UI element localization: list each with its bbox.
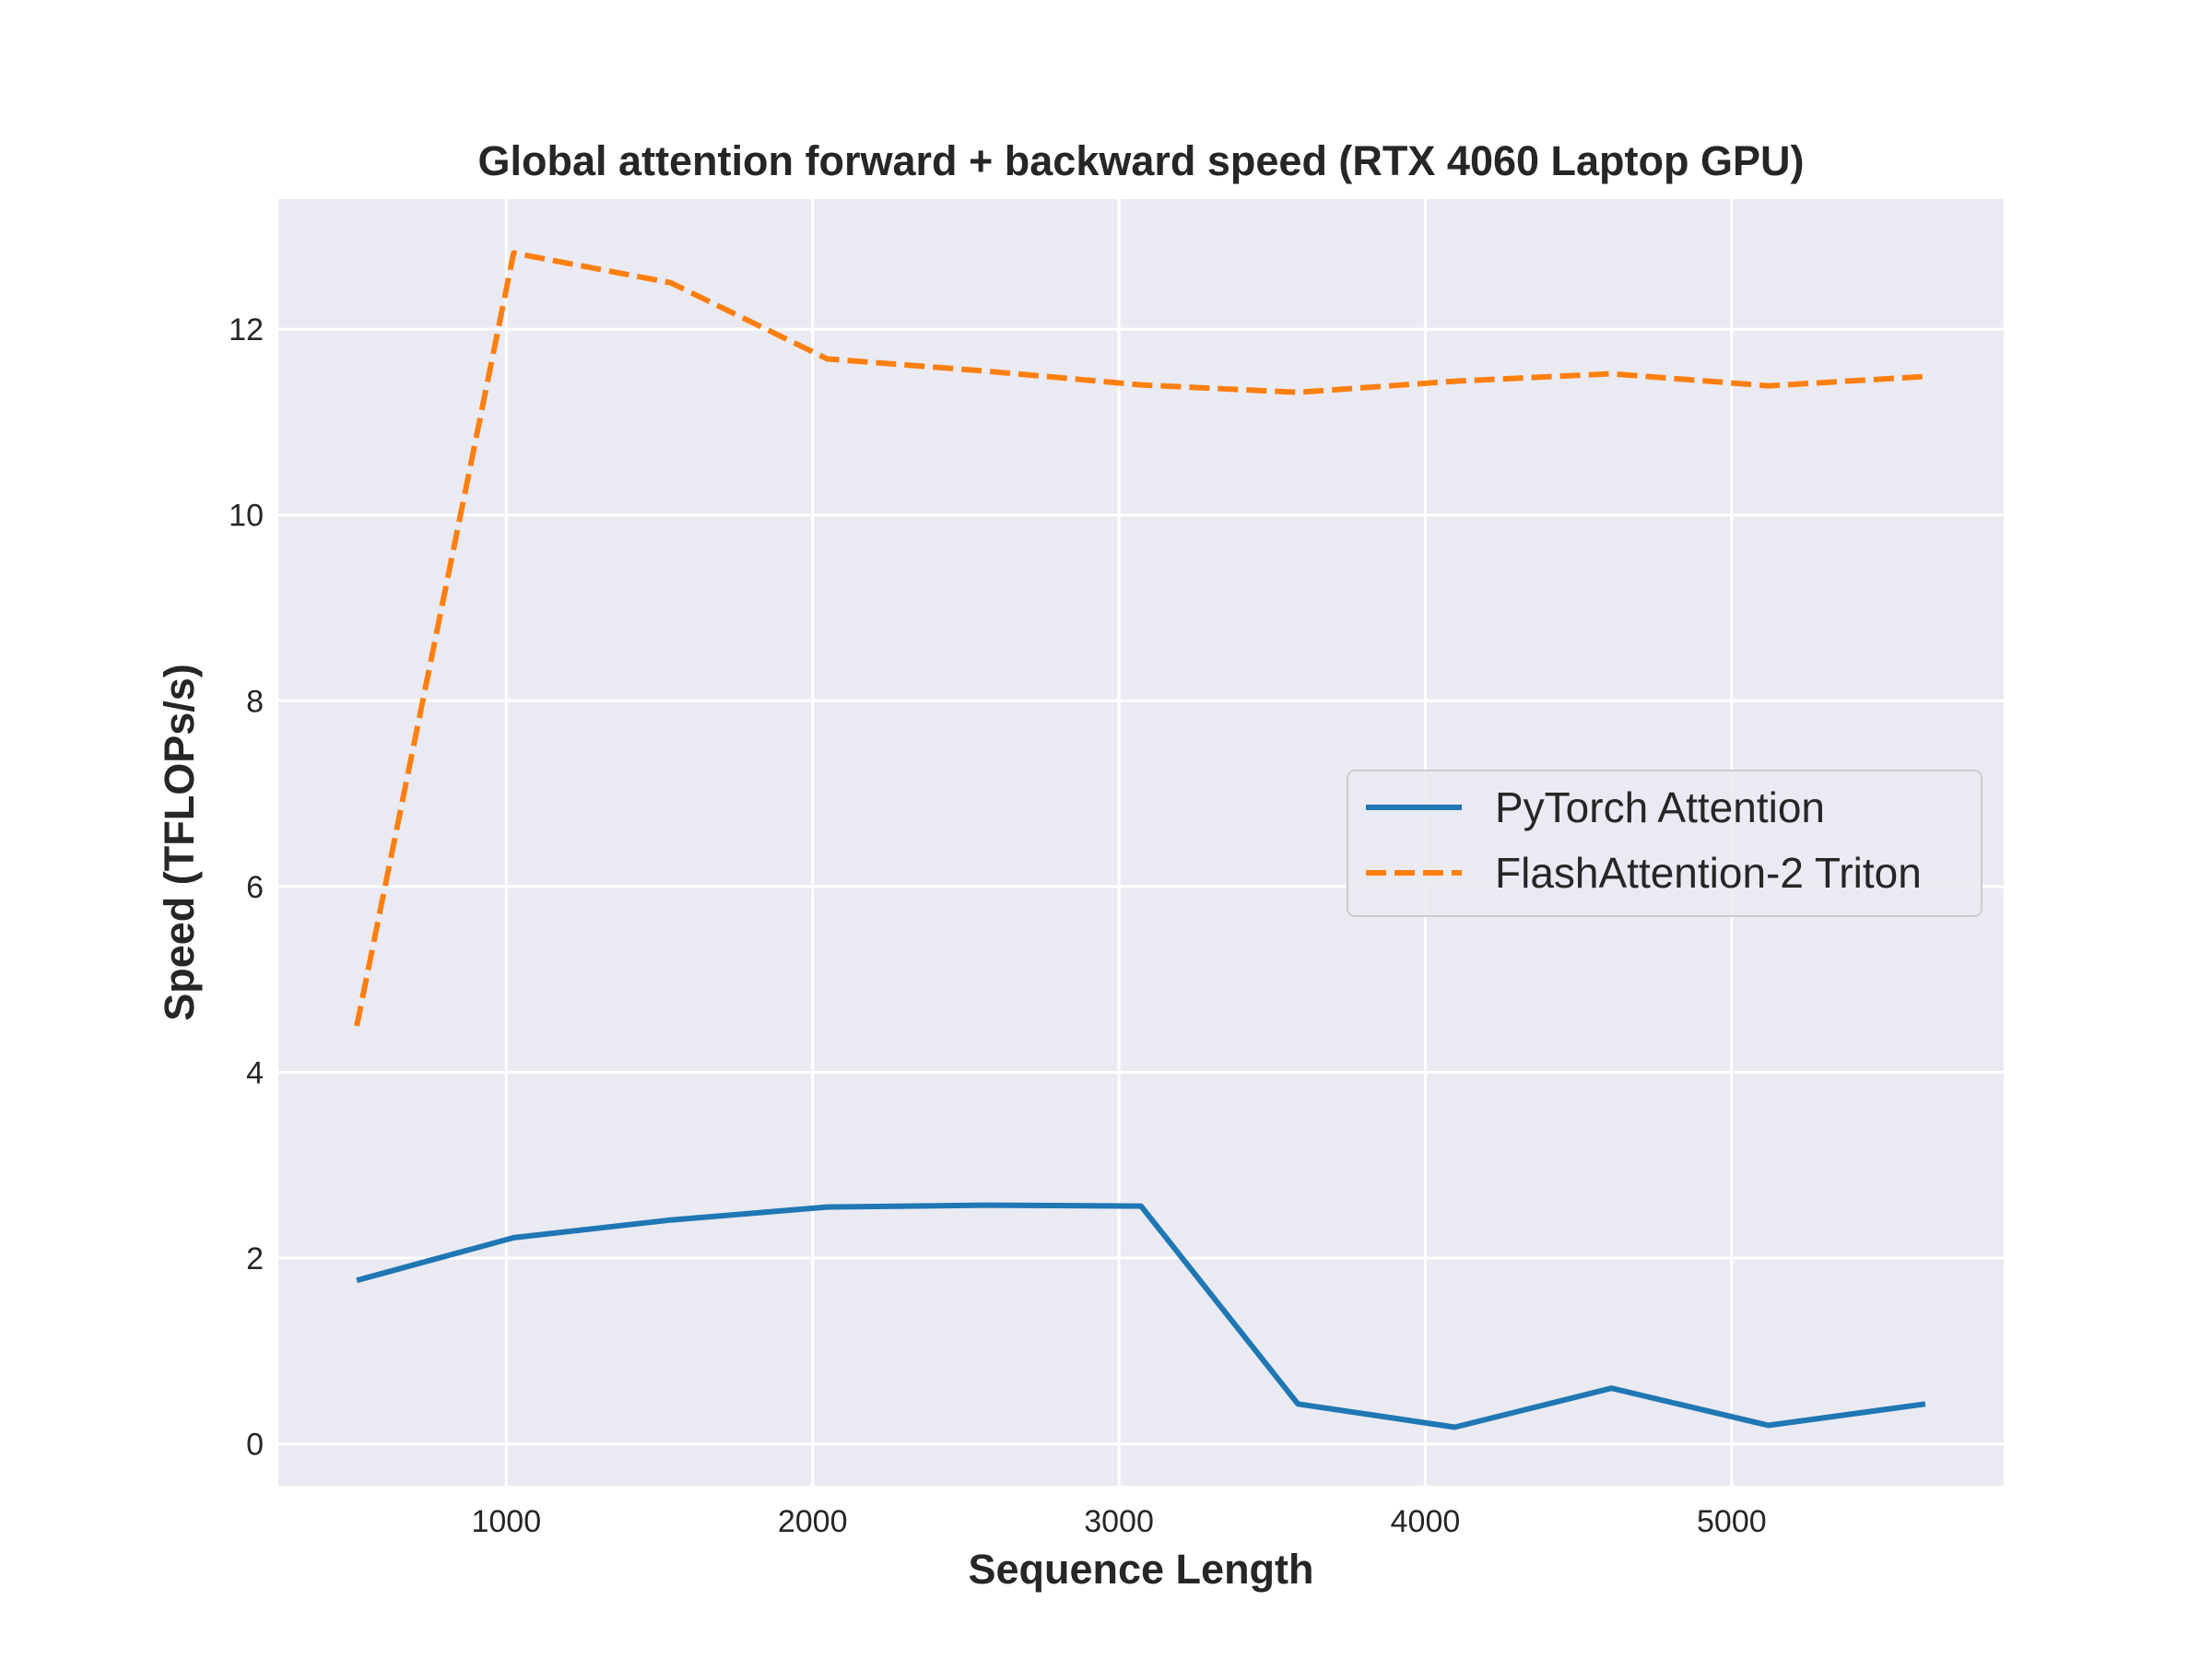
y-tick-label: 2 bbox=[246, 1241, 264, 1277]
grid bbox=[278, 199, 2004, 1486]
y-tick-label: 10 bbox=[229, 499, 264, 534]
legend-label-flashattention: FlashAttention-2 Triton bbox=[1495, 849, 1922, 897]
series-line-0 bbox=[356, 1202, 1926, 1430]
y-tick-label: 8 bbox=[246, 684, 264, 719]
x-tick-label: 3000 bbox=[1084, 1504, 1154, 1539]
series-layer bbox=[354, 250, 1926, 1430]
y-tick-label: 12 bbox=[229, 312, 264, 347]
x-tick-label: 2000 bbox=[778, 1504, 848, 1539]
legend-label-pytorch: PyTorch Attention bbox=[1495, 783, 1825, 831]
x-axis-label: Sequence Length bbox=[968, 1546, 1313, 1593]
x-tick-label: 5000 bbox=[1697, 1504, 1767, 1539]
y-tick-label: 4 bbox=[246, 1055, 264, 1090]
series-line-1 bbox=[354, 250, 1926, 1027]
legend: PyTorch Attention FlashAttention-2 Trito… bbox=[1347, 770, 1983, 917]
ticks-layer: 1000 2000 3000 4000 5000 0 2 4 6 8 10 12 bbox=[229, 312, 1766, 1539]
legend-box bbox=[1347, 770, 1983, 917]
chart-title: Global attention forward + backward spee… bbox=[477, 137, 1804, 184]
x-tick-label: 4000 bbox=[1391, 1504, 1461, 1539]
y-tick-label: 6 bbox=[246, 870, 264, 905]
y-tick-label: 0 bbox=[246, 1428, 264, 1463]
x-tick-label: 1000 bbox=[471, 1504, 541, 1539]
y-axis-label: Speed (TFLOPs/s) bbox=[156, 664, 203, 1021]
